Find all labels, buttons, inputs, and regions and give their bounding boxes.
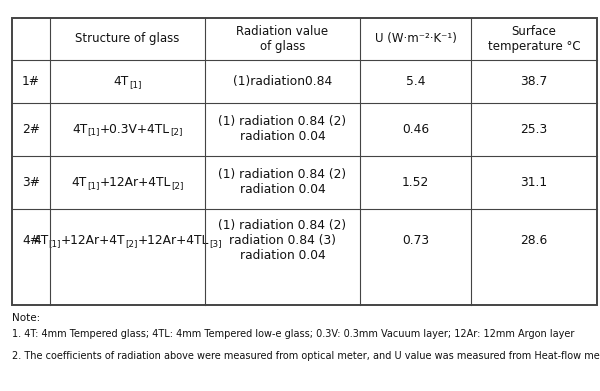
- Text: 1. 4T: 4mm Tempered glass; 4TL: 4mm Tempered low-e glass; 0.3V: 0.3mm Vacuum lay: 1. 4T: 4mm Tempered glass; 4TL: 4mm Temp…: [12, 329, 574, 339]
- Text: [1]: [1]: [129, 80, 142, 89]
- Text: (1)radiation0.84: (1)radiation0.84: [233, 75, 332, 88]
- Text: 4T: 4T: [73, 123, 88, 136]
- Text: Note:: Note:: [12, 313, 40, 323]
- Text: (1) radiation 0.84 (2)
radiation 0.04: (1) radiation 0.84 (2) radiation 0.04: [218, 115, 347, 143]
- Text: +12Ar+4TL: +12Ar+4TL: [138, 234, 209, 247]
- Text: 1.52: 1.52: [402, 176, 429, 189]
- Text: Surface
temperature °C: Surface temperature °C: [488, 25, 580, 53]
- Text: +0.3V+4TL: +0.3V+4TL: [100, 123, 170, 136]
- Bar: [12, 18, 597, 305]
- Text: +12Ar+4TL: +12Ar+4TL: [100, 176, 171, 189]
- Text: 31.1: 31.1: [521, 176, 548, 189]
- Text: 2#: 2#: [22, 123, 40, 136]
- Text: [2]: [2]: [171, 181, 184, 190]
- Text: [2]: [2]: [170, 127, 183, 136]
- Text: 1#: 1#: [22, 75, 40, 88]
- Text: Radiation value
of glass: Radiation value of glass: [236, 25, 329, 53]
- Text: [3]: [3]: [209, 239, 222, 248]
- Text: 3#: 3#: [22, 176, 40, 189]
- Text: (1) radiation 0.84 (2)
radiation 0.04: (1) radiation 0.84 (2) radiation 0.04: [218, 169, 347, 196]
- Text: 25.3: 25.3: [520, 123, 548, 136]
- Text: (1) radiation 0.84 (2)
radiation 0.84 (3)
radiation 0.04: (1) radiation 0.84 (2) radiation 0.84 (3…: [218, 219, 347, 262]
- Text: 2. The coefficients of radiation above were measured from optical meter, and U v: 2. The coefficients of radiation above w…: [12, 352, 600, 361]
- Text: 4#: 4#: [22, 234, 40, 247]
- Text: 4T: 4T: [72, 176, 87, 189]
- Text: 0.46: 0.46: [402, 123, 429, 136]
- Text: [1]: [1]: [88, 127, 100, 136]
- Text: 4T: 4T: [33, 234, 49, 247]
- Text: 28.6: 28.6: [520, 234, 548, 247]
- Text: [1]: [1]: [87, 181, 100, 190]
- Text: 5.4: 5.4: [406, 75, 425, 88]
- Text: +12Ar+4T: +12Ar+4T: [61, 234, 125, 247]
- Text: 0.73: 0.73: [402, 234, 429, 247]
- Text: [2]: [2]: [125, 239, 138, 248]
- Text: [1]: [1]: [49, 239, 61, 248]
- Text: Structure of glass: Structure of glass: [76, 32, 180, 45]
- Text: U (W·m⁻²·K⁻¹): U (W·m⁻²·K⁻¹): [375, 32, 457, 45]
- Text: 4T: 4T: [113, 75, 129, 88]
- Text: 38.7: 38.7: [520, 75, 548, 88]
